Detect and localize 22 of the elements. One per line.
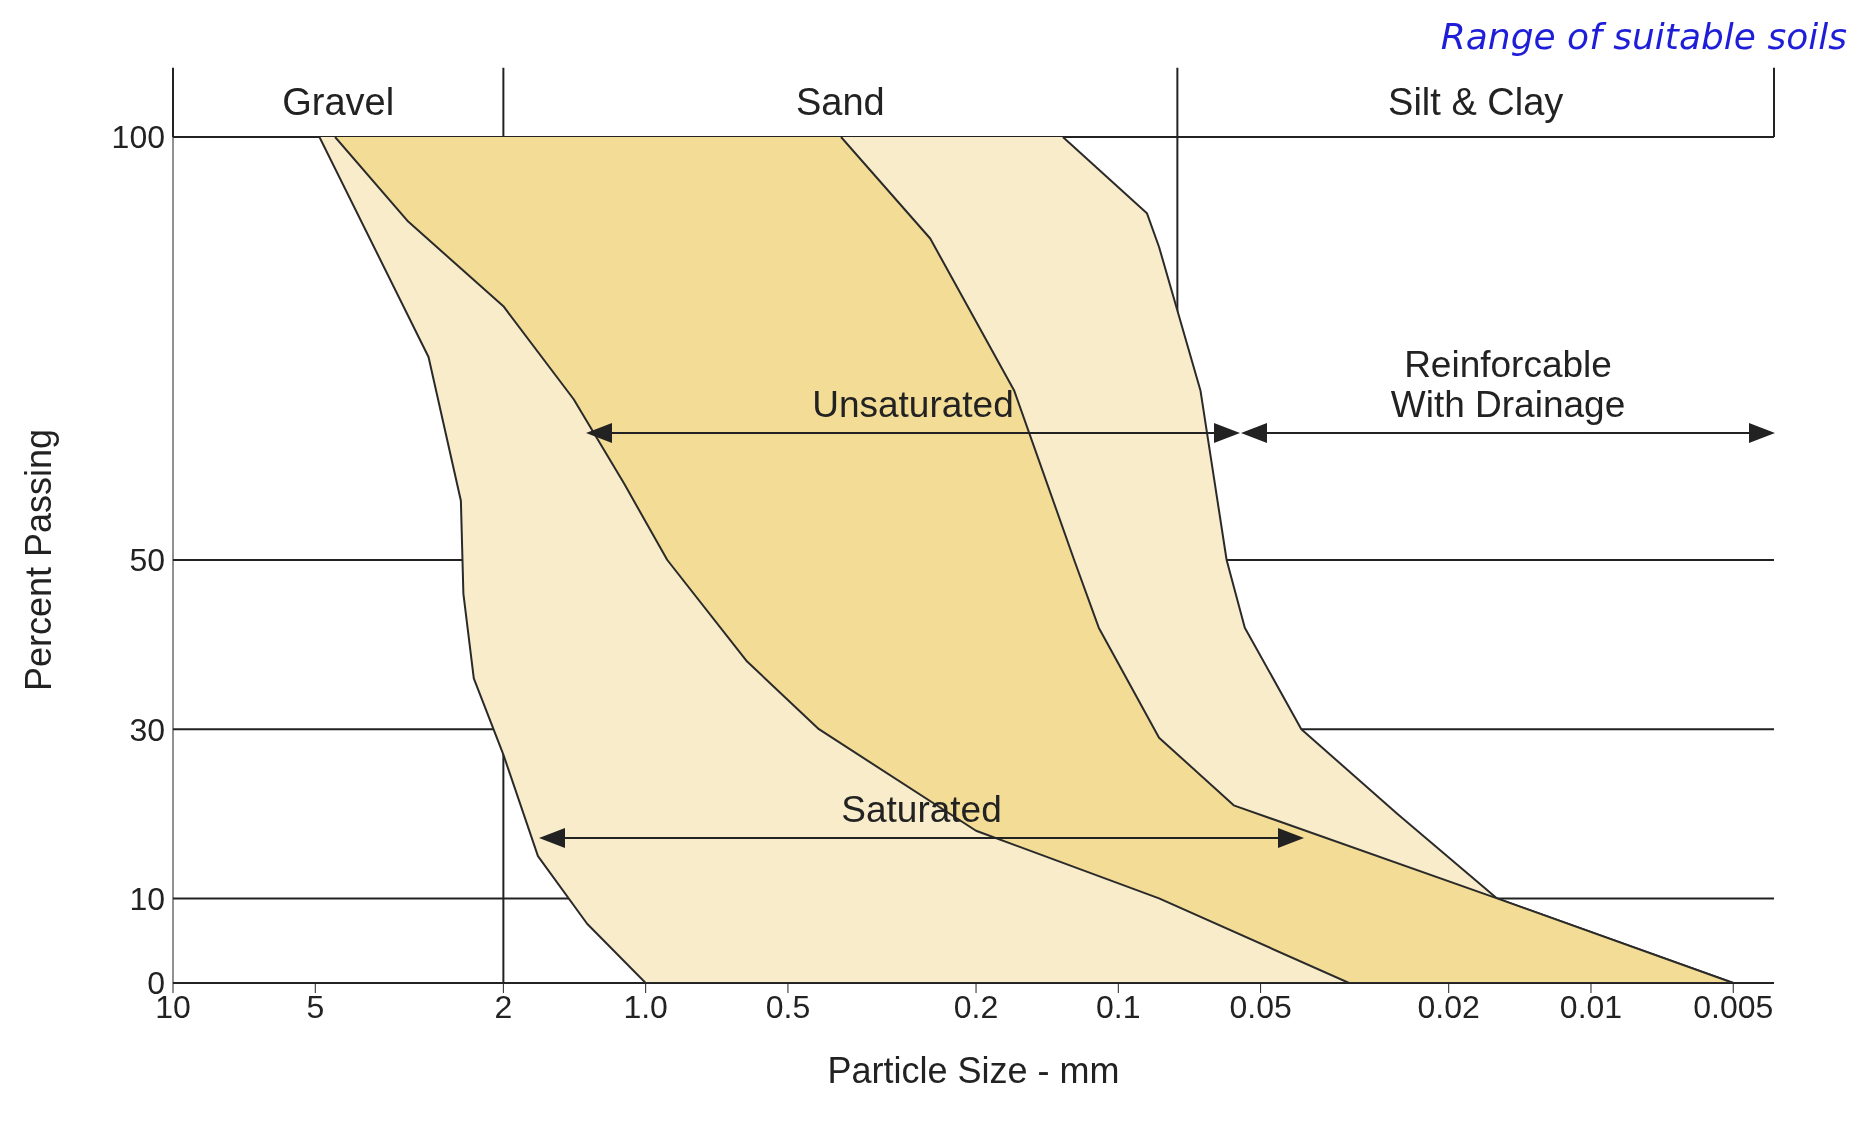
annotation: Reinforcable With Drainage — [1390, 344, 1626, 425]
y-tick-label: 10 — [129, 880, 165, 917]
x-tick-label: 5 — [306, 988, 325, 1025]
y-tick-label: 30 — [129, 711, 165, 748]
y-axis-title: Percent Passing — [17, 428, 59, 692]
x-tick-label: 0.1 — [1096, 988, 1141, 1025]
x-tick-label: 0.01 — [1559, 988, 1623, 1025]
x-tick-label: 0.2 — [953, 988, 999, 1025]
chart-title: Range of suitable soils — [1440, 16, 1847, 57]
y-tick-label: 50 — [129, 542, 165, 579]
text: Sand — [796, 81, 885, 124]
y-tick-label: 100 — [111, 119, 165, 156]
x-tick-label: 0.005 — [1693, 988, 1774, 1025]
annotation: Unsaturated — [812, 384, 1014, 425]
x-tick-label: 0.02 — [1417, 988, 1480, 1025]
x-tick-label: 0.05 — [1229, 988, 1292, 1025]
x-tick-label: 2 — [494, 988, 513, 1025]
text: Silt & Clay — [1388, 81, 1564, 124]
x-axis-title: Particle Size - mm — [827, 1050, 1120, 1091]
x-tick-label: 1.0 — [623, 988, 668, 1025]
x-tick-label: 0.5 — [765, 988, 811, 1025]
text: Gravel — [282, 81, 395, 124]
